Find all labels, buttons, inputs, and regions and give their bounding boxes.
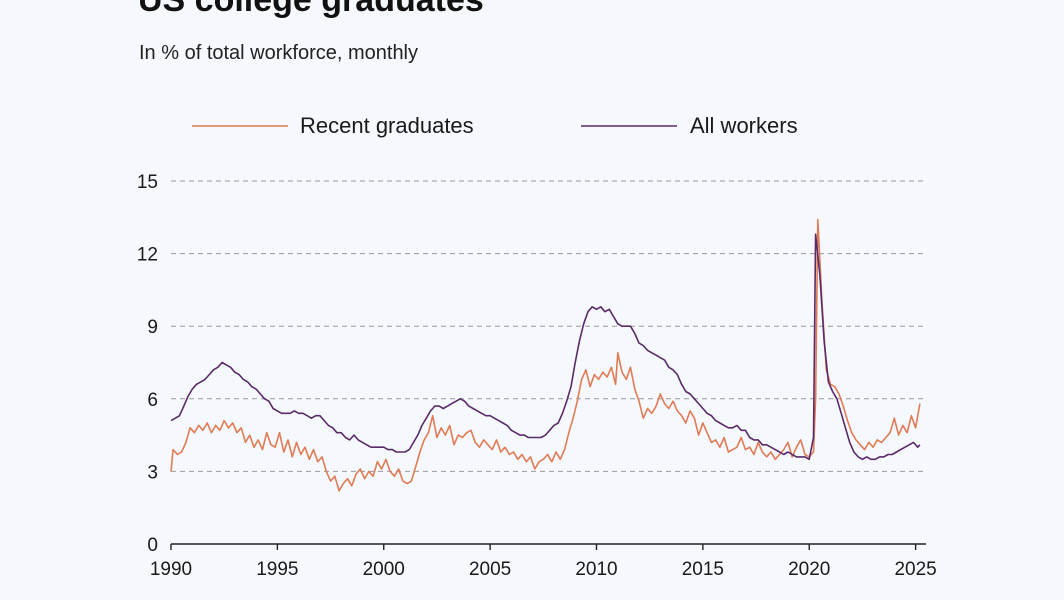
x-tick-label-1990: 1990 [150,559,192,580]
x-tick-label-2020: 2020 [788,559,830,580]
series-line-2 [170,233,921,461]
x-tick-label-1995: 1995 [256,559,298,580]
x-tick-label-2010: 2010 [575,559,617,580]
y-tick-label-9: 9 [147,317,158,338]
legend: Recent graduates All workers [192,113,798,138]
chart-subtitle: In % of total workforce, monthly [139,42,419,64]
legend-label-1: Recent graduates [300,113,474,138]
gridlines [171,180,926,472]
chart-title: US college graduates [138,0,484,19]
y-tick-label-6: 6 [147,390,158,411]
y-tick-label-15: 15 [137,172,158,193]
y-tick-label-3: 3 [147,462,158,483]
x-tick-label-2005: 2005 [469,559,511,580]
x-axis-ticks: 1990 1995 2000 2005 2010 2015 2020 2025 [150,544,937,580]
y-tick-label-12: 12 [137,245,158,266]
x-tick-label-2015: 2015 [682,559,724,580]
y-tick-label-0: 0 [147,535,158,556]
x-tick-label-2025: 2025 [894,559,936,580]
x-tick-label-2000: 2000 [363,559,405,580]
y-axis-ticks: 0 3 6 9 12 15 [137,172,158,556]
series-lines [170,218,921,492]
legend-label-2: All workers [690,113,798,138]
series-line-1 [170,218,921,492]
